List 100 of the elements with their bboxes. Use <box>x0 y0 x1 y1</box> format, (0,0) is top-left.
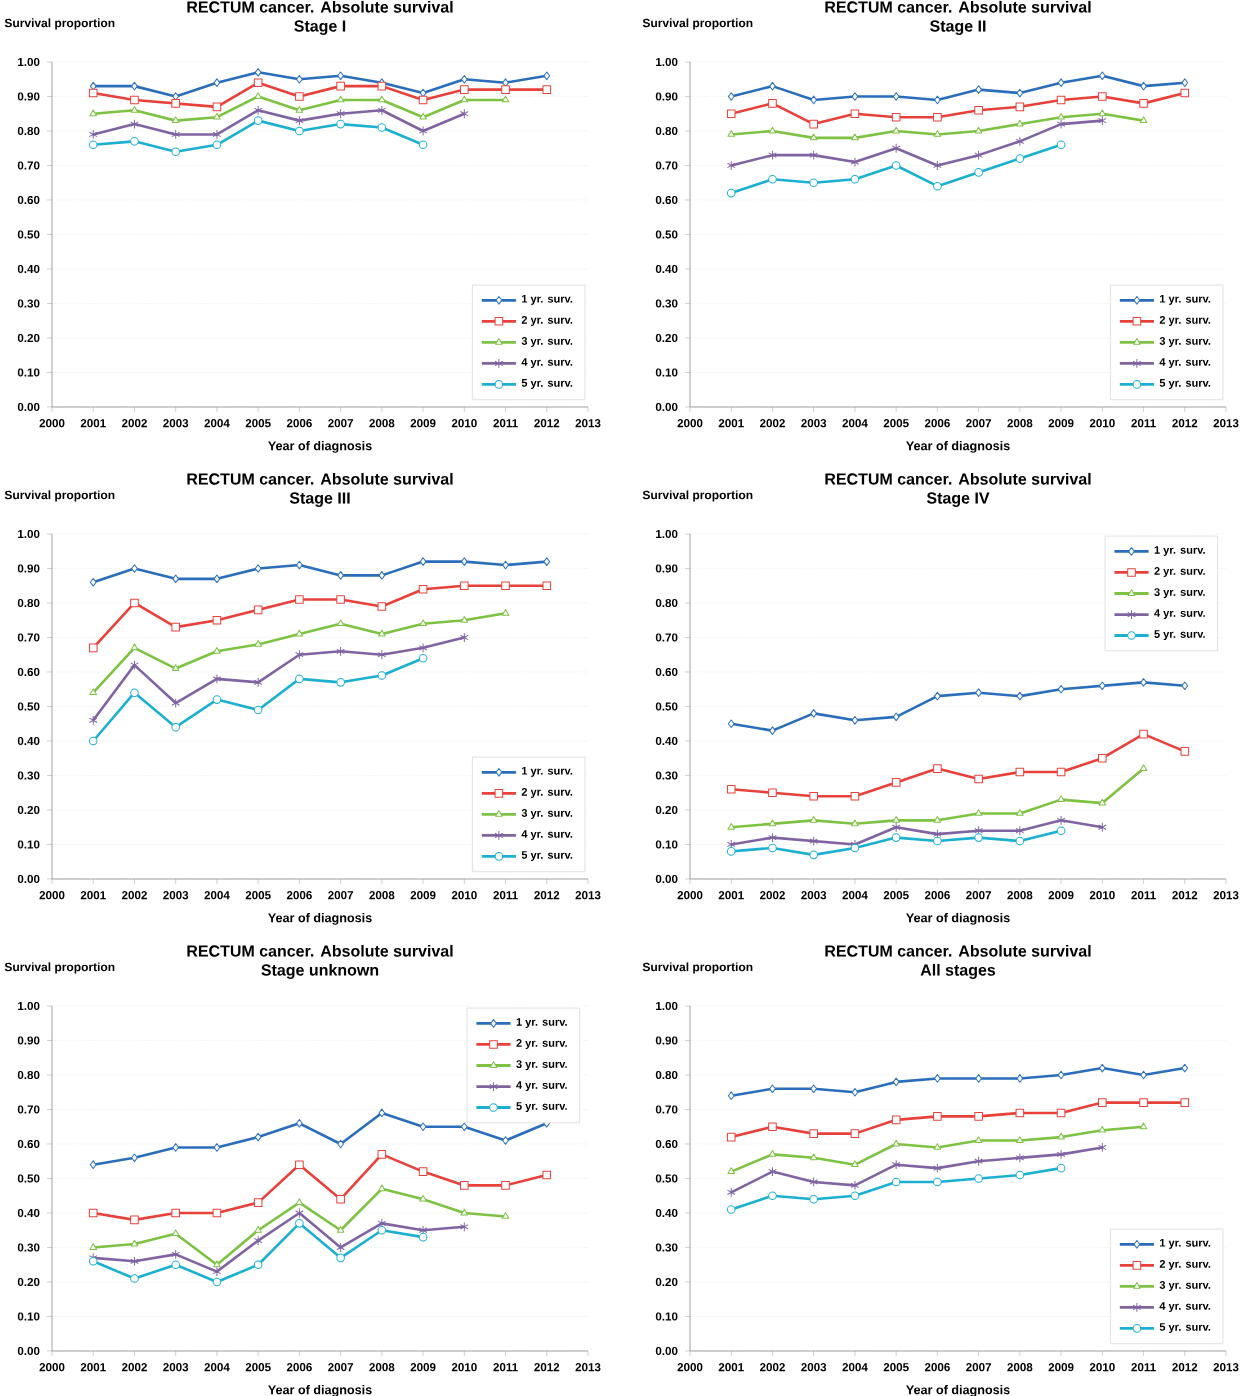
y-tick-label: 0.70 <box>17 161 40 170</box>
y-tick-label: 0.10 <box>655 1312 678 1321</box>
x-tick-label: 2009 <box>1048 1363 1074 1372</box>
y-axis-title: Survival proportion <box>642 490 753 502</box>
x-tick-label: 2005 <box>883 1363 909 1372</box>
y-tick-label: 1.00 <box>656 529 678 539</box>
y-tick-label: 0.00 <box>655 402 678 412</box>
y-tick-label: 1.00 <box>656 1001 678 1011</box>
x-axis-title: Year of diagnosis <box>268 913 372 925</box>
y-tick-label: 0.40 <box>655 736 678 746</box>
x-tick-label: 2010 <box>1089 1363 1115 1372</box>
legend-label: 4 yr. surv. <box>521 358 573 369</box>
chart-title: RECTUM cancer. Absolute survival <box>187 472 453 485</box>
y-tick-label: 0.20 <box>655 805 678 815</box>
x-tick-label: 2008 <box>1007 419 1033 428</box>
x-tick-label: 2001 <box>718 891 744 900</box>
y-axis-title: Survival proportion <box>4 490 115 502</box>
x-tick-label: 2010 <box>451 419 477 428</box>
legend-label: 4 yr. surv. <box>1159 1302 1211 1313</box>
y-tick-label: 0.30 <box>655 1243 678 1252</box>
y-tick-label: 0.90 <box>655 564 678 573</box>
y-tick-label: 0.90 <box>17 564 40 573</box>
x-tick-label: 2004 <box>842 891 868 900</box>
chart-title: RECTUM cancer. Absolute survival <box>825 0 1091 13</box>
y-tick-label: 0.70 <box>655 633 678 642</box>
y-tick-label: 0.30 <box>655 299 678 308</box>
legend-label: 2 yr. surv. <box>521 315 573 326</box>
legend-label: 5 yr. surv. <box>1159 379 1211 389</box>
legend-label: 4 yr. surv. <box>1159 358 1211 369</box>
y-tick-label: 0.50 <box>655 702 678 711</box>
x-tick-label: 2002 <box>759 1363 785 1372</box>
x-tick-label: 2004 <box>842 419 868 428</box>
y-tick-label: 0.30 <box>17 1243 40 1252</box>
x-tick-label: 2013 <box>1213 419 1239 428</box>
x-tick-label: 2003 <box>801 1363 827 1372</box>
x-tick-label: 2004 <box>204 891 230 900</box>
x-tick-label: 2013 <box>575 419 601 428</box>
legend-label: 1 yr. surv. <box>522 295 573 305</box>
y-tick-label: 0.70 <box>17 1105 40 1114</box>
y-tick-label: 0.40 <box>17 264 40 274</box>
y-tick-label: 0.50 <box>655 230 678 239</box>
x-tick-label: 2004 <box>204 1363 230 1372</box>
x-tick-label: 2001 <box>718 419 744 428</box>
y-tick-label: 0.30 <box>17 771 40 780</box>
legend-label: 5 yr. surv. <box>516 1102 567 1113</box>
x-tick-label: 2007 <box>328 1363 354 1372</box>
legend-label: 1 yr. surv. <box>1160 1239 1211 1249</box>
x-tick-label: 2009 <box>410 419 436 428</box>
x-tick-label: 2012 <box>1172 1363 1198 1372</box>
y-tick-label: 0.40 <box>17 736 40 746</box>
y-tick-label: 0.80 <box>17 126 40 136</box>
x-tick-label: 2011 <box>1131 891 1156 900</box>
x-tick-label: 2012 <box>534 1363 560 1372</box>
legend-label: 1 yr. surv. <box>522 767 573 777</box>
y-tick-label: 0.50 <box>17 230 40 239</box>
x-tick-label: 2012 <box>534 891 560 900</box>
x-tick-label: 2003 <box>163 891 189 900</box>
x-axis-title: Year of diagnosis <box>906 1385 1010 1396</box>
y-tick-label: 0.00 <box>655 1346 678 1356</box>
x-tick-label: 2010 <box>1089 419 1115 428</box>
chart-subtitle: Stage unknown <box>261 963 379 979</box>
y-tick-label: 0.20 <box>17 333 40 343</box>
y-tick-label: 0.80 <box>655 598 678 608</box>
x-tick-label: 2000 <box>677 419 703 428</box>
y-tick-label: 0.40 <box>655 1208 678 1218</box>
legend-label: 3 yr. surv. <box>521 809 573 820</box>
x-tick-label: 2011 <box>1131 1363 1156 1372</box>
y-tick-label: 0.20 <box>17 805 40 815</box>
legend-label: 3 yr. surv. <box>1159 1281 1211 1292</box>
x-tick-label: 2013 <box>1213 891 1239 900</box>
chart-title: RECTUM cancer. Absolute survival <box>825 944 1091 957</box>
x-tick-label: 2007 <box>966 1363 992 1372</box>
x-tick-label: 2002 <box>759 419 785 428</box>
chart-title: RECTUM cancer. Absolute survival <box>187 0 453 13</box>
x-tick-label: 2012 <box>534 419 560 428</box>
x-tick-label: 2008 <box>369 1363 395 1372</box>
legend-label: 2 yr. surv. <box>521 787 573 798</box>
x-tick-label: 2013 <box>575 1363 601 1372</box>
x-tick-label: 2007 <box>328 419 354 428</box>
x-axis-title: Year of diagnosis <box>906 913 1010 925</box>
y-tick-label: 0.20 <box>655 1277 678 1287</box>
y-tick-label: 0.80 <box>17 598 40 608</box>
x-tick-label: 2001 <box>80 1363 106 1372</box>
x-tick-label: 2006 <box>924 419 950 428</box>
x-tick-label: 2003 <box>163 1363 189 1372</box>
x-tick-label: 2005 <box>245 891 271 900</box>
x-tick-label: 2003 <box>801 891 827 900</box>
x-tick-label: 2009 <box>410 1363 436 1372</box>
x-tick-label: 2006 <box>286 419 312 428</box>
x-tick-label: 2006 <box>286 1363 312 1372</box>
x-tick-label: 2004 <box>204 419 230 428</box>
legend-label: 2 yr. surv. <box>1159 1259 1211 1270</box>
legend-label: 3 yr. surv. <box>1154 588 1205 599</box>
x-tick-label: 2001 <box>80 891 106 900</box>
legend-label: 3 yr. surv. <box>521 337 573 348</box>
y-tick-label: 1.00 <box>18 57 40 67</box>
chart-subtitle: Stage III <box>289 492 350 507</box>
legend-label: 2 yr. surv. <box>1154 567 1205 578</box>
x-tick-label: 2002 <box>759 891 785 900</box>
y-tick-label: 0.90 <box>17 92 40 101</box>
